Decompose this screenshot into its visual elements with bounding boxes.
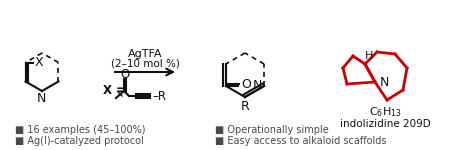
Text: ■ Easy access to alkaloid scaffolds: ■ Easy access to alkaloid scaffolds: [215, 136, 387, 146]
Text: N: N: [36, 92, 46, 105]
Text: AgTFA: AgTFA: [128, 49, 162, 59]
Text: ■ Ag(I)-catalyzed protocol: ■ Ag(I)-catalyzed protocol: [15, 136, 144, 146]
Text: N: N: [380, 76, 389, 90]
Text: indolizidine 209D: indolizidine 209D: [340, 119, 430, 129]
Text: ■ Operationally simple: ■ Operationally simple: [215, 125, 329, 135]
Text: O: O: [121, 69, 130, 81]
Text: R: R: [241, 99, 249, 112]
Text: X =: X =: [103, 84, 126, 96]
Text: C$_6$H$_{13}$: C$_6$H$_{13}$: [369, 105, 401, 119]
Text: X: X: [35, 56, 43, 69]
Text: O: O: [241, 78, 251, 92]
Text: ■ 16 examples (45–100%): ■ 16 examples (45–100%): [15, 125, 145, 135]
Text: (2–10 mol %): (2–10 mol %): [111, 59, 180, 69]
Text: N: N: [253, 78, 262, 92]
Text: H: H: [365, 51, 373, 61]
Text: –R: –R: [152, 90, 166, 102]
